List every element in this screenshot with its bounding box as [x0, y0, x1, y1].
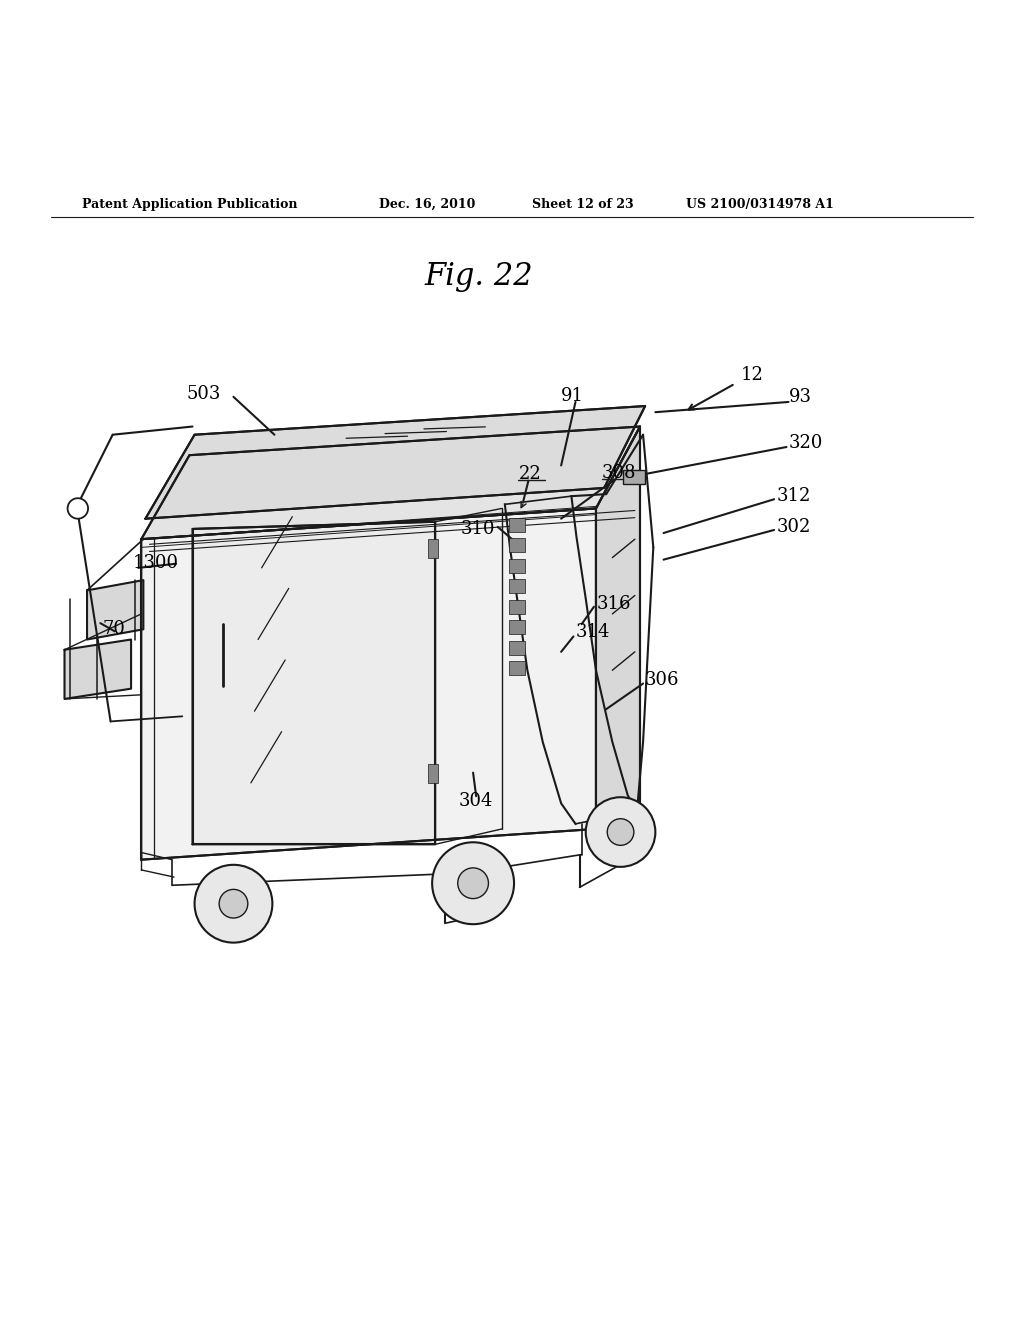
Text: 12: 12 — [741, 367, 764, 384]
Polygon shape — [141, 508, 596, 859]
Text: 304: 304 — [459, 792, 494, 810]
Polygon shape — [141, 426, 640, 539]
Polygon shape — [87, 579, 143, 639]
Text: 91: 91 — [561, 387, 584, 405]
Text: 22: 22 — [519, 465, 542, 483]
Text: 1300: 1300 — [133, 553, 179, 572]
Text: 93: 93 — [788, 388, 811, 405]
Text: 503: 503 — [186, 384, 221, 403]
Bar — [428, 539, 438, 557]
Polygon shape — [145, 407, 645, 519]
Bar — [509, 620, 525, 635]
Polygon shape — [65, 639, 131, 698]
Bar — [428, 764, 438, 783]
Polygon shape — [596, 426, 640, 829]
Bar — [509, 640, 525, 655]
Text: Sheet 12 of 23: Sheet 12 of 23 — [532, 198, 634, 211]
Text: Dec. 16, 2010: Dec. 16, 2010 — [379, 198, 475, 211]
Text: Patent Application Publication: Patent Application Publication — [82, 198, 297, 211]
Text: 312: 312 — [776, 487, 811, 506]
Text: 320: 320 — [788, 434, 823, 451]
Circle shape — [68, 498, 88, 519]
Polygon shape — [193, 521, 435, 845]
Bar — [509, 599, 525, 614]
Bar — [509, 661, 525, 676]
Text: 316: 316 — [597, 595, 632, 612]
Text: 306: 306 — [645, 672, 680, 689]
Text: 314: 314 — [575, 623, 610, 642]
Bar — [623, 470, 645, 484]
Text: 310: 310 — [461, 520, 496, 539]
Bar — [509, 558, 525, 573]
Circle shape — [607, 818, 634, 845]
Circle shape — [195, 865, 272, 942]
Text: 70: 70 — [102, 620, 125, 639]
Text: 308: 308 — [601, 463, 636, 482]
Text: 302: 302 — [776, 517, 811, 536]
Circle shape — [219, 890, 248, 917]
Text: Fig. 22: Fig. 22 — [425, 260, 534, 292]
Circle shape — [586, 797, 655, 867]
Circle shape — [432, 842, 514, 924]
Bar — [509, 539, 525, 553]
Bar — [509, 517, 525, 532]
Circle shape — [458, 867, 488, 899]
Bar — [509, 579, 525, 594]
Text: US 2100/0314978 A1: US 2100/0314978 A1 — [686, 198, 834, 211]
